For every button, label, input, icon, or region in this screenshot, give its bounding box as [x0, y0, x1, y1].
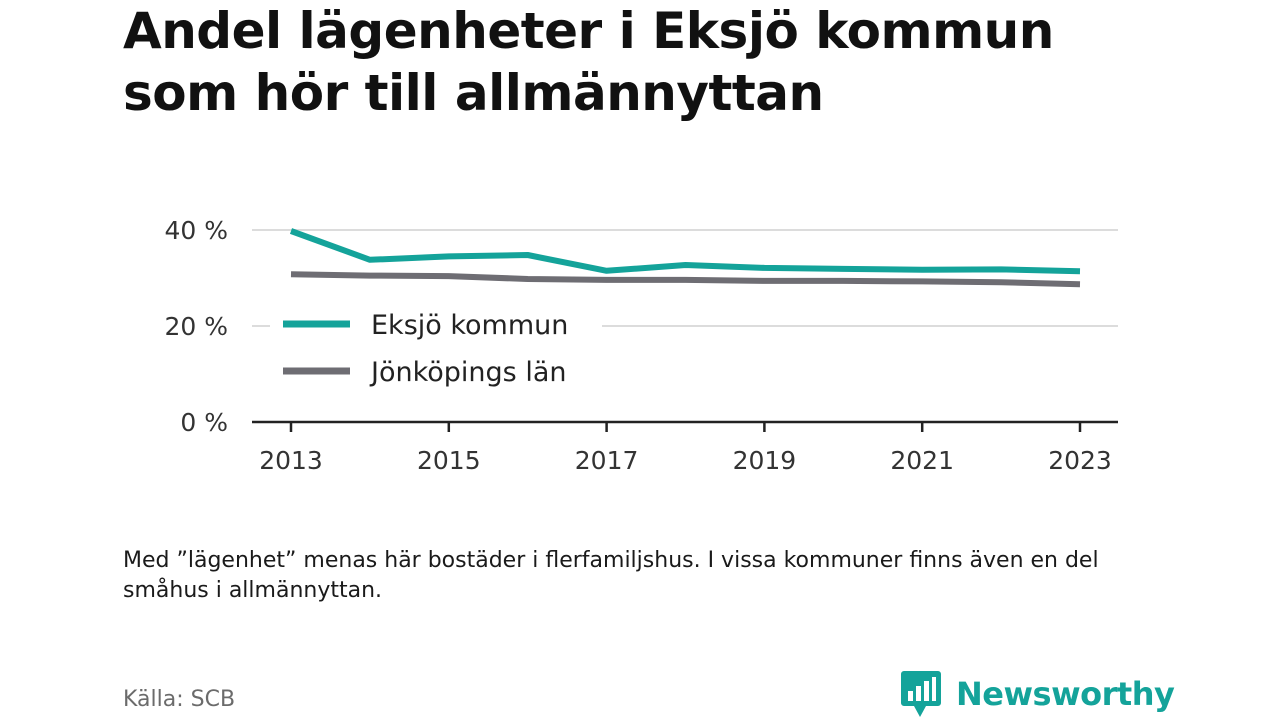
- series-line: [290, 271, 1081, 288]
- chart-note: Med ”lägenhet” menas här bostäder i fler…: [123, 548, 1099, 603]
- legend-label: Eksjö kommun: [371, 310, 568, 341]
- legend: Eksjö kommun Jönköpings län: [270, 302, 602, 393]
- brand-logo: Newsworthy: [900, 668, 1175, 720]
- brand-name: Newsworthy: [956, 675, 1175, 713]
- source-label: Källa: SCB: [123, 687, 236, 712]
- x-tick-label: 2017: [575, 446, 639, 475]
- chart-title: Andel lägenheter i Eksjö kommun som hör …: [123, 2, 1054, 122]
- series-lines: [289, 228, 1081, 288]
- x-axis: 2013 2015 2017 2019 2021 2023: [252, 420, 1118, 475]
- y-axis-ticks: 0 % 20 % 40 %: [164, 216, 228, 437]
- x-tick-label: 2023: [1048, 446, 1112, 475]
- y-tick-label: 20 %: [164, 312, 228, 341]
- x-tick-label: 2019: [733, 446, 797, 475]
- y-tick-label: 0 %: [180, 408, 228, 437]
- legend-label: Jönköpings län: [369, 357, 567, 388]
- series-line: [289, 228, 1081, 275]
- x-tick-label: 2021: [890, 446, 954, 475]
- newsworthy-logo-icon: [901, 671, 941, 717]
- x-tick-label: 2015: [417, 446, 481, 475]
- y-tick-label: 40 %: [164, 216, 228, 245]
- x-tick-label: 2013: [259, 446, 323, 475]
